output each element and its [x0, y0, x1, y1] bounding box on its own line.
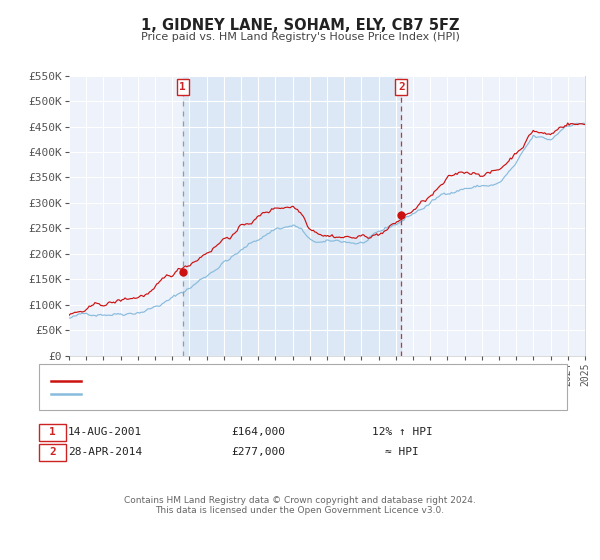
Text: 1: 1 [49, 427, 56, 437]
Text: £164,000: £164,000 [231, 427, 285, 437]
Text: HPI: Average price, detached house, East Cambridgeshire: HPI: Average price, detached house, East… [87, 389, 431, 399]
Text: 2: 2 [49, 447, 56, 458]
Text: 1, GIDNEY LANE, SOHAM, ELY, CB7 5FZ (detached house): 1, GIDNEY LANE, SOHAM, ELY, CB7 5FZ (det… [87, 376, 412, 386]
Text: 12% ↑ HPI: 12% ↑ HPI [371, 427, 433, 437]
Text: 1, GIDNEY LANE, SOHAM, ELY, CB7 5FZ: 1, GIDNEY LANE, SOHAM, ELY, CB7 5FZ [141, 18, 459, 33]
Text: Price paid vs. HM Land Registry's House Price Index (HPI): Price paid vs. HM Land Registry's House … [140, 32, 460, 43]
Text: ≈ HPI: ≈ HPI [385, 447, 419, 458]
Text: £277,000: £277,000 [231, 447, 285, 458]
Bar [183, 76, 401, 356]
Text: 14-AUG-2001: 14-AUG-2001 [68, 427, 142, 437]
Text: 1: 1 [179, 82, 186, 92]
Text: Contains HM Land Registry data © Crown copyright and database right 2024.
This d: Contains HM Land Registry data © Crown c… [124, 496, 476, 515]
Text: 2: 2 [398, 82, 404, 92]
Text: 28-APR-2014: 28-APR-2014 [68, 447, 142, 458]
